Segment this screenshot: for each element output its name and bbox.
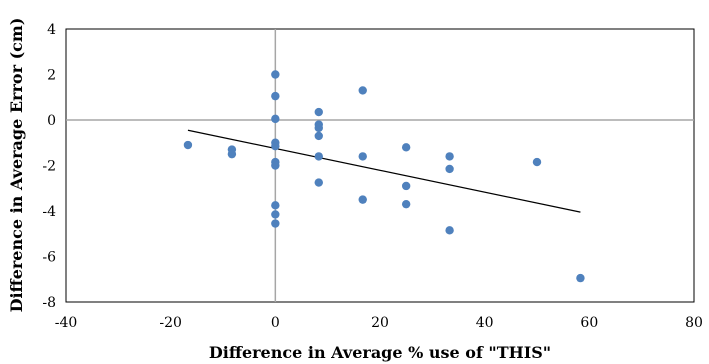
data-point <box>271 161 280 170</box>
data-point <box>183 140 193 150</box>
y-tick-label: -8 <box>42 295 56 311</box>
y-tick-labels: 4 2 0 -2 -4 -6 -8 <box>42 22 56 311</box>
y-tick-label: -6 <box>42 250 56 266</box>
plot-area <box>65 28 695 303</box>
data-point <box>358 195 367 204</box>
data-point <box>271 219 280 228</box>
data-point <box>271 201 280 210</box>
data-point <box>314 107 323 117</box>
data-point <box>445 152 454 161</box>
data-point <box>445 164 454 174</box>
x-tick-label: 20 <box>371 315 389 331</box>
y-axis-title: Difference in Average Error (cm) <box>7 18 26 313</box>
y-tick-label: 0 <box>47 113 56 129</box>
data-point <box>358 86 367 95</box>
data-point <box>271 91 280 101</box>
data-point <box>401 143 411 152</box>
data-point <box>227 149 237 159</box>
data-point <box>271 210 280 219</box>
x-tick-label: 80 <box>685 315 703 331</box>
y-tick-label: 4 <box>47 22 56 38</box>
data-point <box>314 131 323 141</box>
data-point <box>401 199 411 209</box>
data-point <box>314 123 323 133</box>
data-points <box>183 70 585 283</box>
data-point <box>532 157 542 167</box>
x-axis-title: Difference in Average % use of "THIS" <box>209 343 551 362</box>
zero-axes <box>66 29 694 302</box>
data-point <box>445 226 454 235</box>
trendline <box>187 129 581 213</box>
data-point <box>271 141 280 151</box>
y-tick-label: -2 <box>42 159 56 175</box>
x-tick-label: -40 <box>55 315 78 331</box>
data-point <box>576 273 585 283</box>
data-point <box>358 152 367 161</box>
data-point <box>401 181 411 191</box>
x-tick-labels: -40 -20 0 20 40 60 80 <box>55 315 703 331</box>
x-tick-label: -20 <box>159 315 182 331</box>
trendline-group <box>187 129 581 213</box>
data-point <box>271 114 280 124</box>
x-tick-label: 0 <box>271 315 280 331</box>
data-point <box>314 152 323 161</box>
data-point <box>271 70 280 79</box>
x-tick-label: 60 <box>580 315 598 331</box>
x-tick-label: 40 <box>476 315 494 331</box>
y-tick-label: 2 <box>47 68 56 84</box>
y-tick-label: -4 <box>42 204 56 220</box>
data-point <box>314 178 323 187</box>
